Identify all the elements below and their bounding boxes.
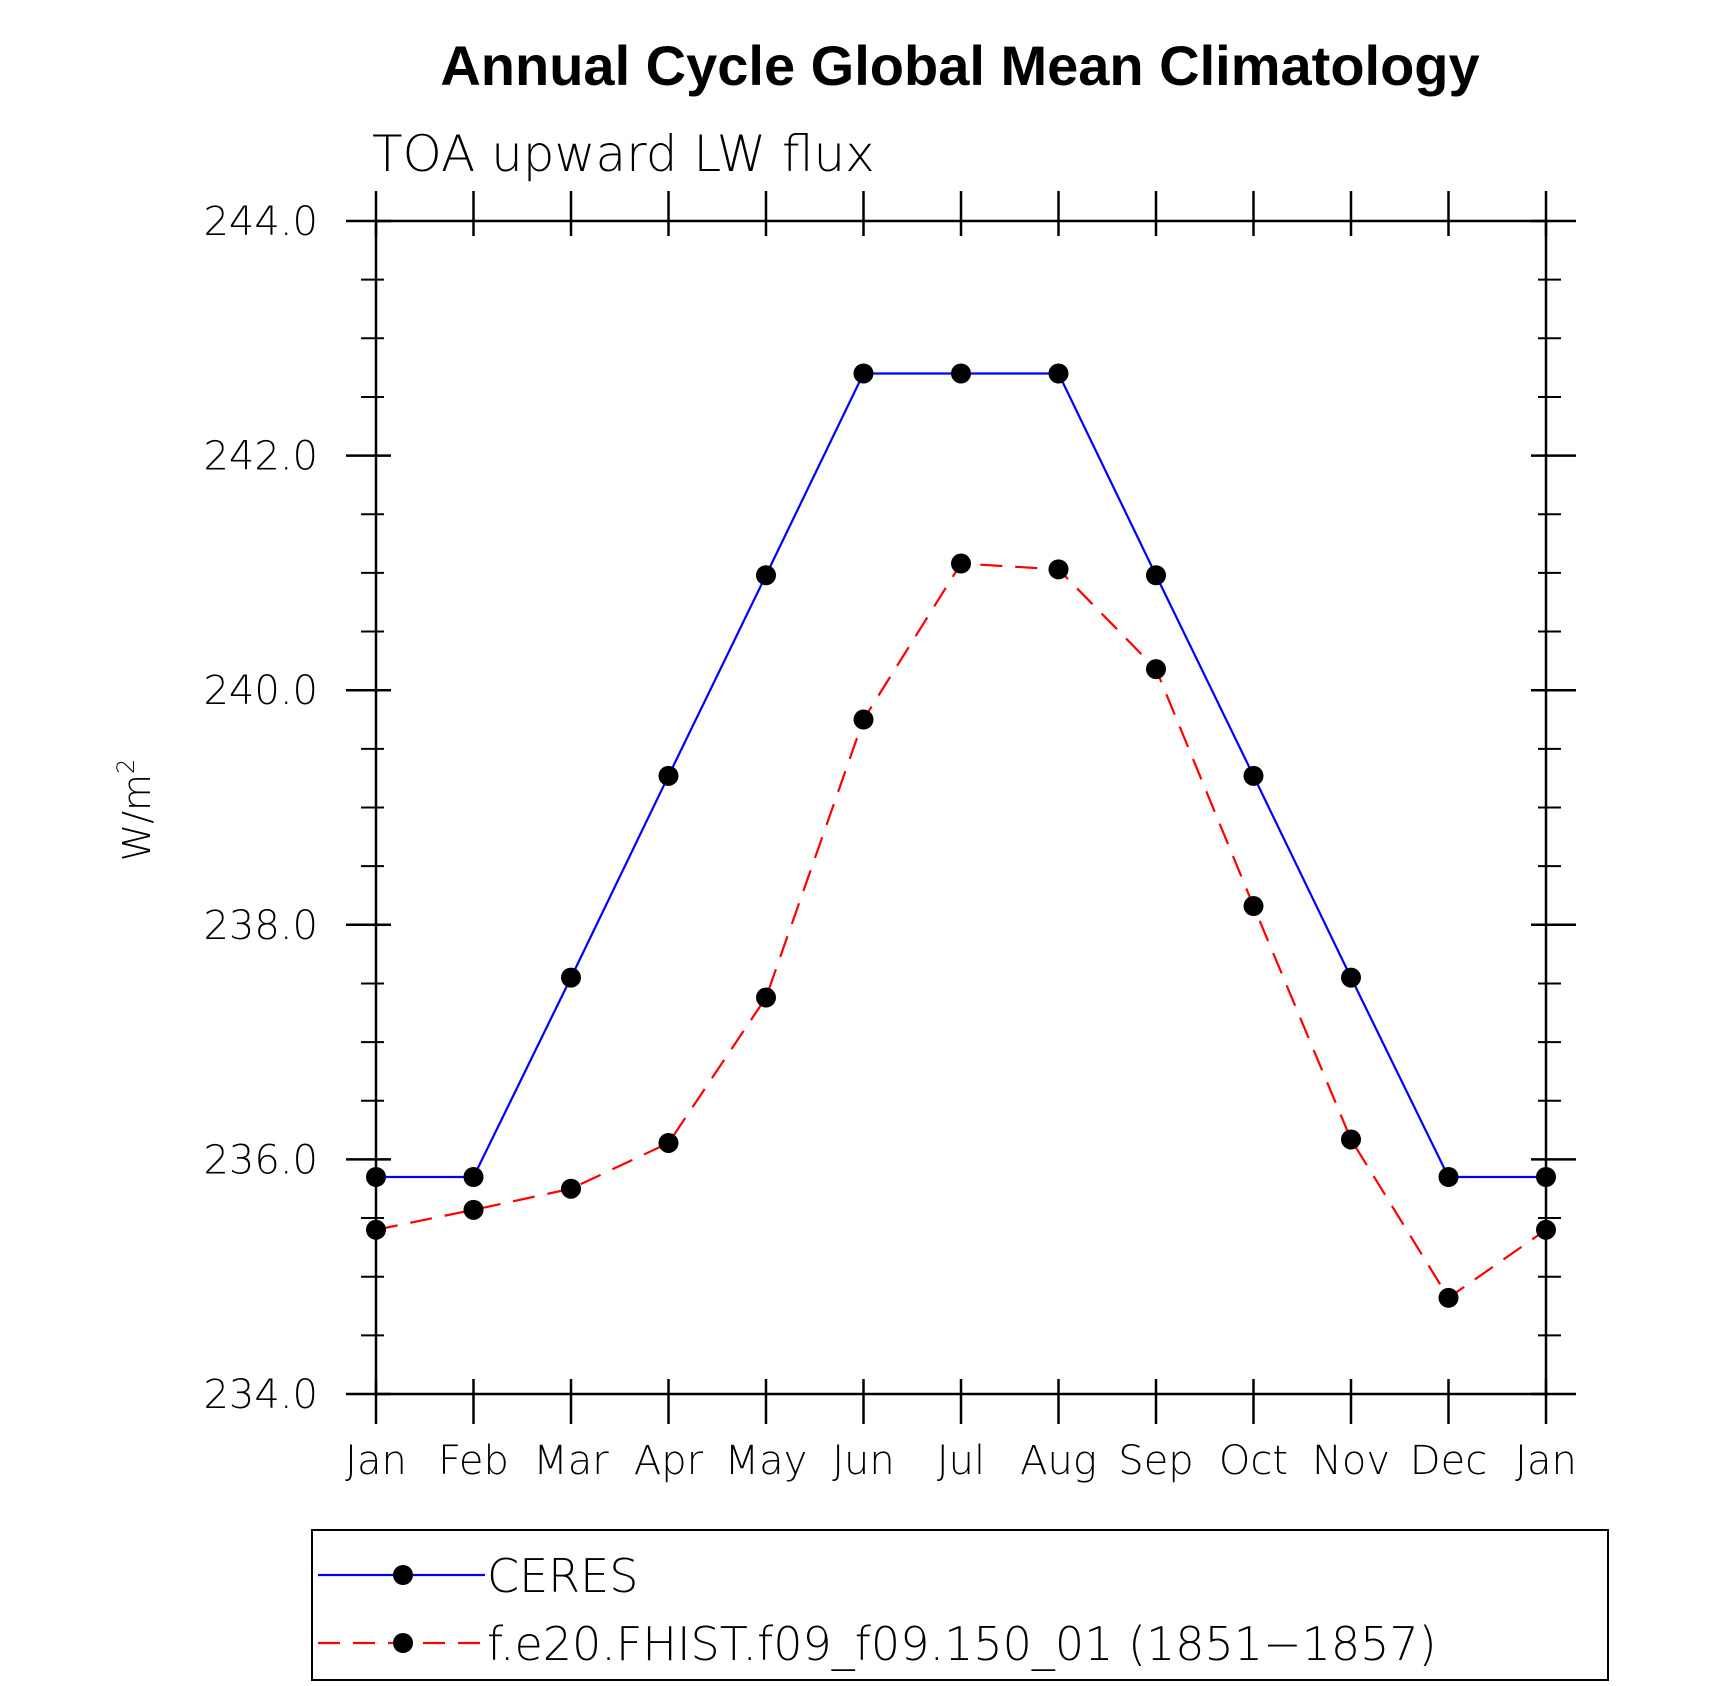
- legend-marker-ceres: [393, 1565, 413, 1585]
- legend-label-model: f.e20.FHIST.f09_f09.150_01 (1851−1857): [487, 1617, 1437, 1671]
- data-point: [853, 709, 874, 730]
- x-tick-label: Jul: [937, 1438, 985, 1484]
- x-tick-label: Aug: [1020, 1438, 1097, 1484]
- data-point: [1243, 765, 1264, 786]
- y-tick-label: 236.0: [203, 1137, 318, 1183]
- data-point: [1048, 559, 1069, 580]
- data-point: [1438, 1166, 1459, 1187]
- x-tick-label: Nov: [1312, 1438, 1390, 1484]
- data-point: [561, 967, 581, 988]
- legend: CERES f.e20.FHIST.f09_f09.150_01 (1851−1…: [311, 1529, 1609, 1681]
- chart-subtitle: TOA upward LW flux: [372, 125, 875, 183]
- data-point: [853, 363, 874, 384]
- series-line: [376, 372, 1546, 1179]
- data-point: [1146, 659, 1166, 680]
- data-point: [1341, 1129, 1361, 1150]
- data-point: [658, 1132, 679, 1153]
- data-point: [1438, 1287, 1459, 1308]
- data-point: [366, 1166, 386, 1187]
- x-tick-label: Dec: [1410, 1438, 1487, 1484]
- y-axis-label: W/m2: [112, 759, 159, 862]
- axis-ticks: [346, 191, 1576, 1424]
- data-point: [463, 1199, 484, 1220]
- x-tick-label: Sep: [1118, 1438, 1193, 1484]
- data-point: [1243, 896, 1264, 917]
- y-tick-label: 234.0: [203, 1372, 318, 1418]
- x-tick-label: Jan: [345, 1438, 407, 1484]
- data-point: [1536, 1166, 1556, 1187]
- series-0: [366, 363, 1556, 1187]
- x-tick-label: Apr: [634, 1438, 704, 1484]
- x-tick-label: Jan: [1515, 1438, 1577, 1484]
- y-tick-label: 242.0: [203, 434, 318, 480]
- y-axis-label-superscript: 2: [112, 759, 140, 774]
- x-tick-label: Jun: [832, 1438, 895, 1484]
- data-series: [366, 363, 1556, 1308]
- x-tick-label: Oct: [1219, 1438, 1288, 1484]
- data-point: [1146, 565, 1166, 586]
- data-point: [1341, 967, 1361, 988]
- data-point: [1048, 363, 1069, 384]
- data-point: [658, 765, 679, 786]
- chart-title: Annual Cycle Global Mean Climatology: [440, 34, 1479, 97]
- x-tick-label: May: [725, 1438, 808, 1484]
- plot-frame: [374, 219, 1548, 1396]
- svg-text:W/m2: W/m2: [112, 759, 159, 862]
- y-tick-label: 244.0: [203, 199, 318, 245]
- data-point: [756, 987, 776, 1008]
- data-point: [366, 1219, 386, 1240]
- series-1: [366, 553, 1556, 1308]
- data-point: [756, 565, 776, 586]
- legend-box: [311, 1529, 1609, 1681]
- y-tick-labels: 234.0 236.0 238.0 240.0 242.0 244.0: [203, 199, 318, 1418]
- y-tick-label: 238.0: [203, 903, 318, 949]
- legend-marker-model: [393, 1633, 413, 1653]
- data-point: [561, 1178, 581, 1199]
- data-point: [951, 553, 971, 574]
- data-point: [1536, 1219, 1556, 1240]
- legend-label-ceres: CERES: [487, 1549, 638, 1603]
- y-tick-label: 240.0: [203, 668, 318, 714]
- series-line: [375, 562, 1547, 1300]
- y-axis-label-text: W/m: [115, 774, 159, 861]
- x-tick-label: Mar: [533, 1438, 609, 1484]
- x-tick-labels: Jan Feb Mar Apr May Jun Jul Aug Sep Oct Nov Dec Jan: [345, 1438, 1577, 1484]
- data-point: [463, 1166, 484, 1187]
- data-point: [951, 363, 971, 384]
- x-tick-label: Feb: [438, 1438, 509, 1484]
